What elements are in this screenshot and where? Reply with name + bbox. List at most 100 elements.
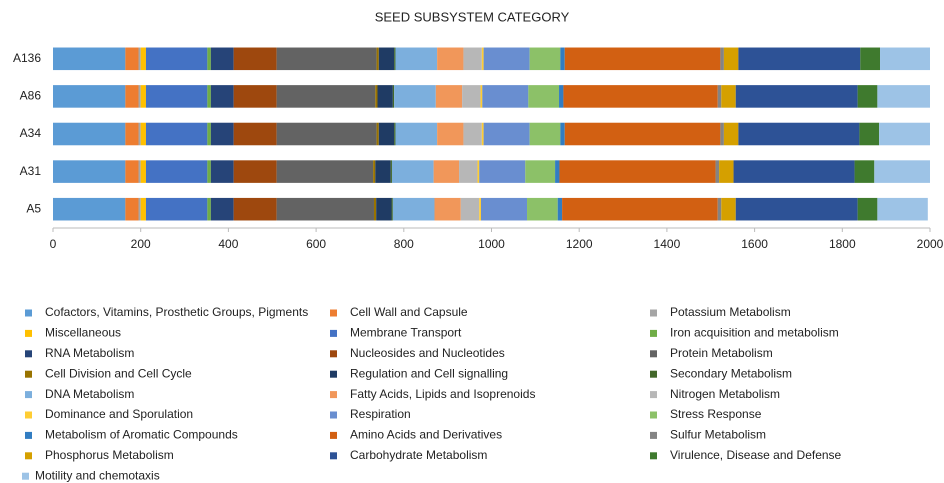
bar-segment xyxy=(138,47,141,71)
x-tick-label: 1000 xyxy=(478,237,505,251)
bar-segment xyxy=(715,160,720,183)
bar-segment xyxy=(462,85,481,108)
legend-label: Membrane Transport xyxy=(350,326,462,340)
y-tick-label: A86 xyxy=(20,89,42,103)
bar-segment xyxy=(735,85,858,108)
legend-label: Sulfur Metabolism xyxy=(670,428,766,442)
legend-swatch xyxy=(25,309,32,317)
bar-segment xyxy=(207,160,211,183)
bar-segment xyxy=(53,122,126,146)
bar-segment xyxy=(210,160,234,183)
legend-label: Cofactors, Vitamins, Prosthetic Groups, … xyxy=(45,305,308,319)
bar-segment xyxy=(483,122,530,146)
bar-segment xyxy=(125,122,139,146)
legend-label: Amino Acids and Derivatives xyxy=(350,428,502,442)
legend-label: DNA Metabolism xyxy=(45,387,134,401)
legend-swatch xyxy=(330,329,337,337)
legend-swatch xyxy=(330,452,337,460)
bar-segment xyxy=(460,197,480,221)
legend-label: Potassium Metabolism xyxy=(670,305,791,319)
bar-segment xyxy=(125,47,139,71)
bar-segment xyxy=(276,160,374,183)
bar-segment xyxy=(559,160,716,183)
bar-segment xyxy=(378,122,395,146)
bar-segment xyxy=(859,122,880,146)
legend-swatch xyxy=(25,431,32,439)
bar-segment xyxy=(233,47,277,71)
bar-segment xyxy=(138,160,141,183)
bar-segment xyxy=(479,160,526,183)
bar-segment xyxy=(207,85,211,108)
legend-label: Carbohydrate Metabolism xyxy=(350,448,487,462)
legend-label: Stress Response xyxy=(670,407,762,421)
bar-segment xyxy=(525,160,556,183)
legend-swatch xyxy=(650,431,657,439)
legend-swatch xyxy=(25,411,32,419)
bar-segment xyxy=(723,122,739,146)
legend-label: RNA Metabolism xyxy=(45,346,134,360)
bar-segment xyxy=(140,160,146,183)
bar-segment xyxy=(394,47,396,71)
bar-segment xyxy=(564,47,721,71)
bar-segment xyxy=(721,197,736,221)
legend-swatch xyxy=(22,472,29,480)
legend-label: Iron acquisition and metabolism xyxy=(670,326,839,340)
legend-label: Dominance and Sporulation xyxy=(45,407,193,421)
bar-segment xyxy=(479,197,481,221)
bar-segment xyxy=(480,197,528,221)
bar-segment xyxy=(433,160,460,183)
x-tick-label: 800 xyxy=(394,237,414,251)
bar-segment xyxy=(376,122,379,146)
bar-segment xyxy=(53,197,126,221)
legend-label: Cell Division and Cell Cycle xyxy=(45,366,192,380)
bar-segment xyxy=(125,197,139,221)
legend-label: Virulence, Disease and Defense xyxy=(670,448,842,462)
legend-swatch xyxy=(330,350,337,358)
bar-segment xyxy=(880,47,930,71)
bar-segment xyxy=(528,85,560,108)
bar-segment xyxy=(140,47,146,71)
bar-segment xyxy=(721,85,736,108)
legend-swatch xyxy=(330,411,337,419)
bar-segment xyxy=(210,122,234,146)
bar-segment xyxy=(375,85,378,108)
bar-segment xyxy=(738,122,860,146)
bar-segment xyxy=(874,160,930,183)
bar-segment xyxy=(394,122,396,146)
bar-segment xyxy=(560,47,565,71)
bar-segment xyxy=(375,160,391,183)
bar-segment xyxy=(233,122,277,146)
bar-segment xyxy=(738,47,861,71)
bar-segment xyxy=(207,122,211,146)
legend-swatch xyxy=(25,391,32,399)
chart-title: SEED SUBSYSTEM CATEGORY xyxy=(375,9,570,24)
y-tick-label: A136 xyxy=(13,51,41,65)
bar-segment xyxy=(463,47,482,71)
bar-segment xyxy=(376,197,392,221)
bar-segment xyxy=(723,47,739,71)
bar-segment xyxy=(276,85,376,108)
legend-swatch xyxy=(650,452,657,460)
bar-segment xyxy=(483,47,530,71)
bar-segment xyxy=(53,47,126,71)
bar-segment xyxy=(437,47,464,71)
x-tick-label: 600 xyxy=(306,237,326,251)
bar-segment xyxy=(207,197,211,221)
legend-swatch xyxy=(650,350,657,358)
x-tick-label: 1400 xyxy=(654,237,681,251)
bar-segment xyxy=(562,197,718,221)
bar-segment xyxy=(854,160,875,183)
bar-segment xyxy=(527,197,558,221)
legend-label: Respiration xyxy=(350,407,411,421)
bar-segment xyxy=(719,160,734,183)
bar-segment xyxy=(437,122,464,146)
bar-segment xyxy=(391,197,393,221)
bar-segment xyxy=(373,160,376,183)
bar-segment xyxy=(140,122,146,146)
bar-segment xyxy=(276,122,377,146)
bar-segment xyxy=(138,122,141,146)
legend-swatch xyxy=(25,329,32,337)
bar-segment xyxy=(733,160,855,183)
bar-segment xyxy=(140,85,146,108)
legend-swatch xyxy=(650,309,657,317)
